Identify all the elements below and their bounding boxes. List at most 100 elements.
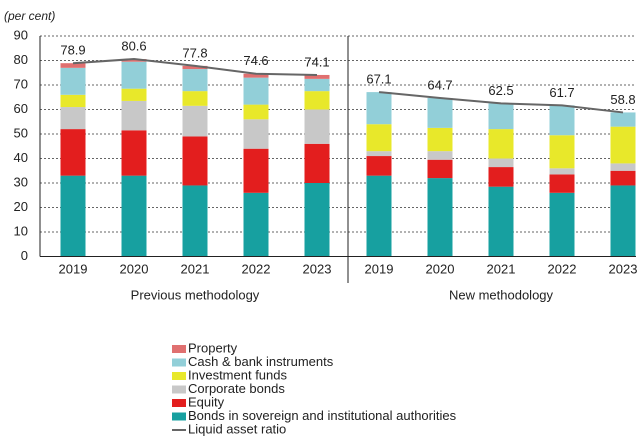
data-label: 64.7 [427,77,452,92]
legend-label: Bonds in sovereign and institutional aut… [188,408,457,423]
data-label: 80.6 [121,38,146,53]
group-label: New methodology [449,287,554,302]
bar-segment [488,129,514,159]
bar-segment [60,94,86,108]
bar-segment [60,107,86,130]
bar-segment [304,143,330,183]
bar-segment [549,135,575,169]
x-tick-label: 2020 [120,261,149,276]
bar-segment [121,175,147,257]
bar-segment [427,151,453,160]
legend-swatch [172,345,186,353]
bar-segment [243,77,269,105]
bar-segment [60,63,86,68]
x-tick-label: 2022 [548,261,577,276]
bar-segment [121,59,147,62]
data-label: 58.8 [610,92,635,107]
bar-segment [182,65,208,70]
bar-segment [304,78,330,92]
legend-label: Corporate bonds [188,381,285,396]
bar-segment [366,175,392,257]
group-label: Previous methodology [131,287,260,302]
bar-segment [427,178,453,257]
bar-segment [366,151,392,157]
bar-segment [243,119,269,149]
bar-segment [121,88,147,101]
legend-swatch [172,358,186,367]
data-label: 61.7 [549,85,574,100]
bar-segment [121,100,147,131]
x-tick-label: 2023 [303,261,332,276]
bar-segment [366,124,392,152]
y-tick-label: 10 [14,223,28,238]
bar-segment [182,69,208,92]
legend-label: Investment funds [188,367,287,382]
x-tick-label: 2022 [242,261,271,276]
bar-segment [182,185,208,257]
bar-segment [549,168,575,175]
ratio-line [378,91,624,114]
bar-segment [182,136,208,186]
bar-segment [610,185,636,257]
bar-segment [549,192,575,257]
legend-swatch [172,385,186,394]
bar-segment [304,91,330,110]
bar-segment [610,170,636,186]
bar-segment [610,126,636,164]
bar-segment [182,105,208,137]
legend-swatch [172,372,186,380]
y-tick-label: 90 [14,27,28,42]
bar-segment [610,112,636,127]
bar-segment [488,103,514,130]
bar-segment [60,129,86,176]
bar-segment [427,97,453,128]
bar-segment [60,175,86,257]
legend-swatch [172,412,186,421]
bar-segment [304,183,330,257]
data-label: 77.8 [182,45,207,60]
x-tick-label: 2023 [609,261,638,276]
bar-segment [488,167,514,187]
bar-segment [121,61,147,89]
bar-segment [243,104,269,120]
x-tick-label: 2019 [365,261,394,276]
data-label: 67.1 [366,72,391,87]
bar-segment [60,67,86,95]
x-tick-label: 2020 [426,261,455,276]
bar-segment [427,159,453,179]
y-tick-label: 0 [21,248,28,263]
y-tick-label: 40 [14,150,28,165]
data-label: 74.6 [243,53,268,68]
y-tick-label: 70 [14,76,28,91]
bar-segment [427,127,453,152]
data-label: 74.1 [304,54,329,69]
bar-segment [366,92,392,125]
y-tick-label: 80 [14,52,28,67]
y-tick-label: 30 [14,174,28,189]
y-tick-label: 20 [14,199,28,214]
bar-segment [549,174,575,193]
legend-label: Liquid asset ratio [188,421,286,436]
data-label: 62.5 [488,83,513,98]
bar-segment [182,91,208,106]
legend-label: Cash & bank instruments [188,354,334,369]
legend-label: Property [188,340,238,355]
bar-segment [366,156,392,176]
bar-segment [304,74,330,79]
bar-segment [488,158,514,168]
bar-segment [304,109,330,144]
ratio-line [72,58,318,76]
legend-swatch [172,399,186,407]
y-tick-label: 60 [14,101,28,116]
bar-segment [610,163,636,171]
bar-segment [121,130,147,176]
y-tick-label: 50 [14,125,28,140]
data-label: 78.9 [60,43,85,58]
subtitle: (per cent) [4,9,55,23]
legend-label: Equity [188,394,225,409]
bar-segment [243,148,269,193]
bar-segment [549,105,575,136]
x-tick-label: 2019 [59,261,88,276]
x-tick-label: 2021 [181,261,210,276]
